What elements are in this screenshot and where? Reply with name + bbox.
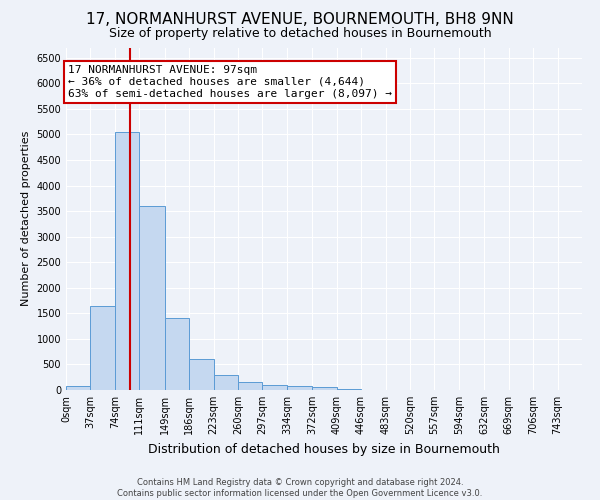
- Bar: [337, 388, 361, 390]
- Bar: [139, 206, 164, 390]
- Bar: [91, 306, 115, 390]
- Bar: [214, 374, 238, 390]
- Bar: [115, 132, 139, 390]
- Bar: [312, 388, 337, 390]
- Text: 17 NORMANHURST AVENUE: 97sqm
← 36% of detached houses are smaller (4,644)
63% of: 17 NORMANHURST AVENUE: 97sqm ← 36% of de…: [68, 66, 392, 98]
- Bar: [262, 385, 287, 390]
- Y-axis label: Number of detached properties: Number of detached properties: [21, 131, 31, 306]
- Bar: [189, 360, 214, 390]
- Text: 17, NORMANHURST AVENUE, BOURNEMOUTH, BH8 9NN: 17, NORMANHURST AVENUE, BOURNEMOUTH, BH8…: [86, 12, 514, 28]
- Text: Contains HM Land Registry data © Crown copyright and database right 2024.
Contai: Contains HM Land Registry data © Crown c…: [118, 478, 482, 498]
- Bar: [66, 386, 91, 390]
- Bar: [287, 386, 312, 390]
- Bar: [164, 318, 189, 390]
- Bar: [238, 382, 262, 390]
- X-axis label: Distribution of detached houses by size in Bournemouth: Distribution of detached houses by size …: [148, 442, 500, 456]
- Text: Size of property relative to detached houses in Bournemouth: Size of property relative to detached ho…: [109, 28, 491, 40]
